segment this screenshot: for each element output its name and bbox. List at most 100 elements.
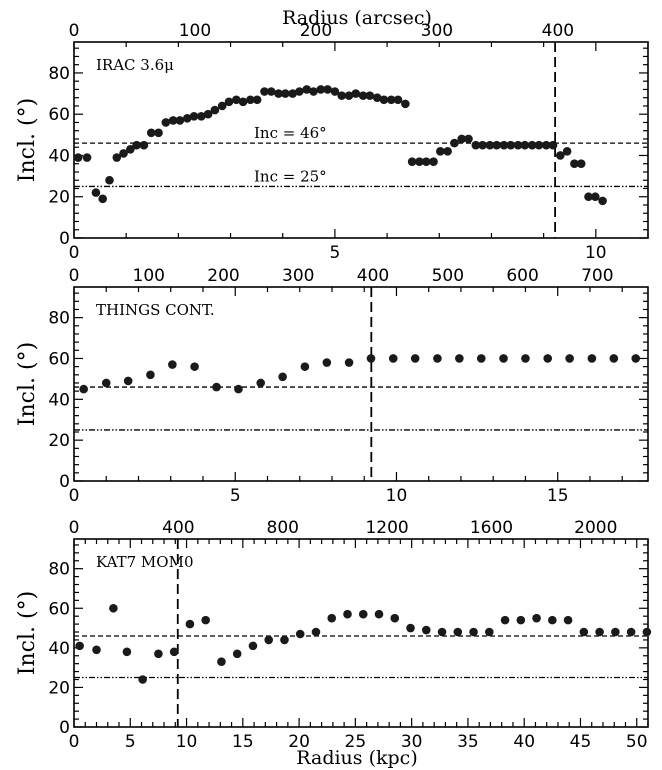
data-point [351, 89, 361, 98]
data-point [543, 354, 553, 363]
data-point [75, 641, 84, 651]
y-tick-label: 20 [48, 431, 70, 451]
data-point [98, 194, 107, 204]
data-point [611, 627, 620, 637]
data-point [429, 157, 438, 166]
data-point [541, 140, 551, 150]
top-x-tick-label: 1600 [470, 518, 513, 538]
top-x-tick-label: 600 [506, 266, 538, 286]
data-point [563, 615, 573, 625]
panel-label: IRAC 3.6μ [96, 56, 174, 74]
data-point [379, 95, 389, 105]
x-tick-label: 50 [626, 732, 648, 752]
data-point [421, 157, 431, 166]
y-tick-label: 80 [48, 560, 70, 580]
data-point [437, 627, 447, 637]
data-point [146, 370, 155, 380]
top-x-tick-label: 2000 [574, 518, 617, 538]
data-point [256, 378, 266, 388]
data-point [92, 645, 101, 655]
data-point [500, 615, 510, 625]
ref-line-label: Inc = 25° [254, 167, 327, 185]
y-tick-label: 0 [59, 718, 70, 738]
x-tick-label: 10 [386, 486, 408, 506]
data-point [344, 91, 354, 100]
data-point [631, 354, 641, 363]
data-point [548, 615, 557, 625]
panel-label: KAT7 MOM0 [96, 553, 194, 571]
x-tick-label: 20 [288, 732, 310, 752]
data-point [139, 140, 149, 150]
data-point [421, 625, 431, 635]
y-tick-label: 20 [48, 188, 70, 208]
top-x-tick-label: 400 [542, 21, 574, 41]
data-point [386, 95, 396, 105]
data-point [234, 384, 243, 394]
data-point [587, 354, 597, 363]
data-point [91, 188, 101, 197]
data-point [570, 159, 579, 169]
bottom-axis-title: Radius (kpc) [296, 747, 417, 769]
data-point [443, 147, 452, 156]
data-point [576, 159, 586, 169]
data-point [238, 97, 248, 107]
data-point [232, 649, 242, 659]
data-point [365, 91, 375, 100]
data-point [246, 95, 255, 105]
data-point [609, 354, 619, 363]
top-x-tick-label: 200 [207, 266, 239, 286]
top-x-tick-label: 0 [69, 266, 80, 286]
data-point [330, 87, 340, 96]
top-x-tick-label: 1200 [365, 518, 408, 538]
data-point [224, 97, 234, 107]
data-point [579, 627, 589, 637]
data-point [323, 85, 332, 94]
data-point [231, 95, 241, 105]
y-axis-label: Incl. (°) [15, 591, 40, 675]
top-x-tick-label: 0 [69, 21, 80, 41]
y-tick-label: 60 [48, 105, 70, 125]
panel-3: 0 5 10 15 20 25 30 35 40 45 50 0 400 800 1200 1600 2000 0… [15, 518, 652, 752]
data-point [388, 354, 398, 363]
data-point [532, 613, 541, 623]
x-tick-label: 5 [329, 243, 340, 263]
data-point [534, 140, 544, 150]
data-point [506, 140, 516, 150]
data-point [109, 603, 118, 613]
data-point [565, 354, 574, 363]
y-tick-label: 60 [48, 599, 70, 619]
top-x-tick-label: 100 [179, 21, 211, 41]
y-tick-label: 80 [48, 309, 70, 329]
data-point [280, 635, 289, 645]
data-point [175, 116, 185, 125]
data-point [455, 354, 464, 363]
y-axis-label: Incl. (°) [15, 342, 40, 426]
data-point [322, 358, 332, 367]
data-point [309, 87, 318, 96]
data-point [185, 619, 195, 629]
data-point [584, 192, 593, 202]
data-point [295, 87, 304, 96]
x-tick-label: 40 [513, 732, 535, 752]
panel-2: 0 5 10 15 0 100 200 300 400 500 600 700 0 20 40 60 80 Inc… [15, 266, 649, 506]
y-tick-label: 40 [48, 639, 70, 659]
plot-frame [73, 286, 649, 482]
data-point [337, 91, 346, 100]
top-x-tick-label: 300 [421, 21, 453, 41]
data-point [366, 354, 376, 363]
data-point [499, 354, 508, 363]
data-point [197, 111, 206, 121]
data-point [358, 91, 368, 100]
data-point [300, 362, 310, 371]
data-point [138, 675, 147, 684]
data-point [626, 627, 636, 637]
data-point [266, 87, 276, 96]
data-point [433, 354, 442, 363]
x-tick-label: 35 [457, 732, 479, 752]
data-point [146, 128, 156, 138]
y-tick-label: 40 [48, 146, 70, 166]
data-point [189, 111, 199, 121]
data-point [281, 89, 290, 98]
data-point [79, 384, 88, 394]
